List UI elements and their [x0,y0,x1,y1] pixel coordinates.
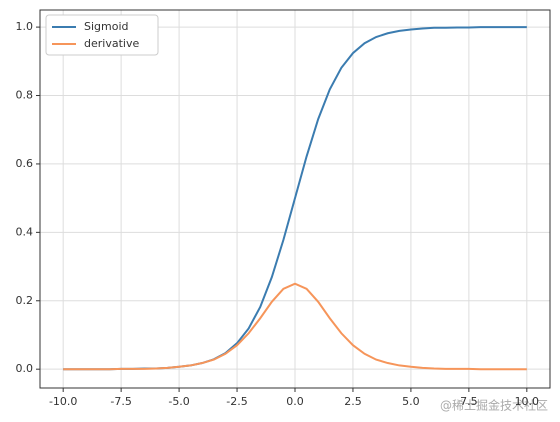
y-tick-label: 0.6 [16,157,34,170]
x-tick-label: -10.0 [49,395,77,408]
x-tick-label: 7.5 [460,395,478,408]
x-tick-label: -7.5 [110,395,131,408]
watermark: @稀土掘金技术社区 [440,398,548,413]
y-tick-label: 0.0 [16,362,34,375]
x-tick-label: -2.5 [226,395,247,408]
y-tick-label: 1.0 [16,20,34,33]
x-tick-label: 2.5 [344,395,362,408]
legend-label: Sigmoid [84,20,129,33]
plot-frame [39,9,551,389]
x-tick-label: -5.0 [168,395,189,408]
legend-label: derivative [84,37,139,50]
y-tick-label: 0.2 [16,294,34,307]
y-tick-label: 0.8 [16,89,34,102]
y-tick-label: 0.4 [16,225,34,238]
line [63,282,527,371]
x-tick-label: 0.0 [286,395,304,408]
x-tick-label: 5.0 [402,395,420,408]
x-tick-label: 10.0 [515,395,540,408]
